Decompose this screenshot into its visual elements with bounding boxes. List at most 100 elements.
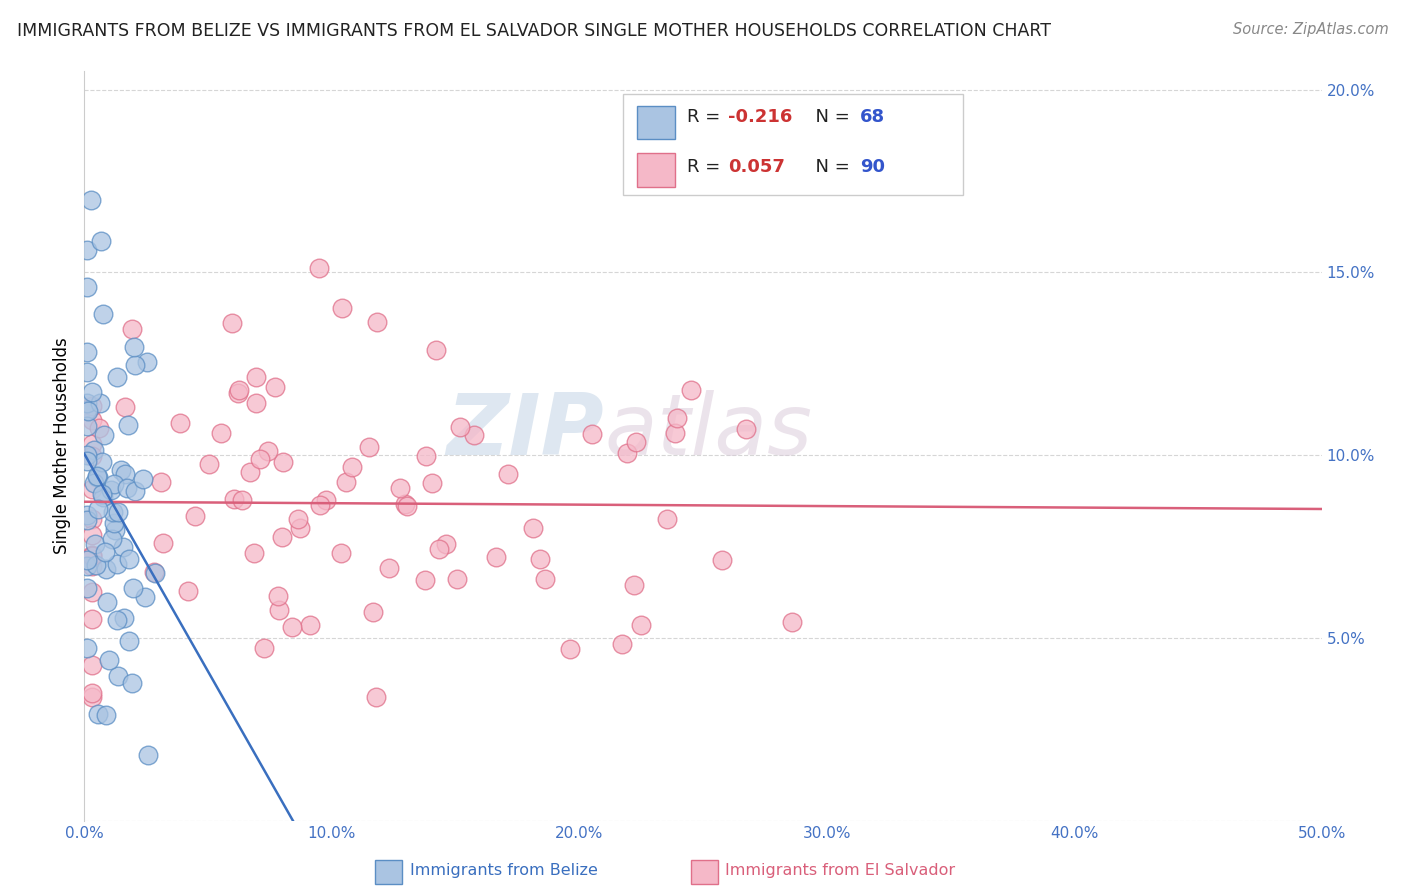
Point	[97, 653, 120, 667]
Point	[76, 279, 98, 293]
Point	[118, 633, 141, 648]
Point	[107, 668, 129, 682]
Point	[77, 404, 100, 418]
Point	[94, 562, 117, 576]
Point	[243, 546, 266, 560]
Point	[86, 502, 108, 516]
Point	[135, 355, 157, 369]
Point	[76, 243, 98, 257]
Point	[413, 573, 436, 587]
Point	[287, 512, 309, 526]
Text: -0.216: -0.216	[728, 108, 792, 126]
Point	[226, 386, 249, 401]
Point	[136, 747, 159, 762]
Point	[273, 455, 295, 469]
Point	[655, 512, 678, 526]
Point	[80, 399, 103, 413]
Point	[86, 470, 108, 484]
Point	[86, 468, 108, 483]
Point	[330, 301, 353, 316]
Point	[90, 455, 112, 469]
Point	[249, 451, 271, 466]
Point	[91, 307, 114, 321]
Point	[389, 481, 412, 495]
Point	[329, 546, 352, 560]
Point	[86, 470, 108, 484]
Point	[117, 417, 139, 432]
Point	[80, 193, 103, 207]
Point	[80, 413, 103, 427]
Point	[624, 434, 647, 449]
Point	[122, 582, 145, 596]
Point	[76, 558, 98, 573]
Point	[427, 541, 450, 556]
Point	[114, 467, 136, 481]
Point	[434, 537, 457, 551]
Point	[114, 400, 136, 414]
Point	[263, 379, 285, 393]
Point	[735, 422, 758, 436]
Point	[80, 528, 103, 542]
Point	[267, 602, 290, 616]
Point	[142, 566, 165, 580]
Point	[80, 657, 103, 672]
Point	[623, 578, 645, 592]
Point	[257, 443, 280, 458]
Point	[111, 540, 134, 554]
Point	[87, 420, 110, 434]
Text: R =: R =	[688, 108, 725, 126]
Point	[664, 426, 686, 441]
Point	[221, 316, 243, 330]
Point	[80, 436, 103, 450]
Point	[359, 440, 381, 454]
Point	[496, 467, 519, 482]
Point	[80, 549, 103, 564]
Point	[80, 512, 103, 526]
Point	[449, 420, 471, 434]
Point	[86, 707, 108, 722]
Text: ZIP: ZIP	[446, 390, 605, 473]
Point	[335, 475, 357, 490]
Point	[315, 493, 337, 508]
Point	[105, 369, 128, 384]
Point	[96, 595, 118, 609]
Point	[270, 530, 292, 544]
Text: Immigrants from El Salvador: Immigrants from El Salvador	[725, 863, 956, 879]
Point	[76, 418, 98, 433]
Point	[76, 403, 98, 417]
Point	[76, 454, 98, 468]
Text: 90: 90	[860, 158, 886, 177]
Point	[560, 642, 582, 657]
Point	[124, 484, 146, 499]
Point	[80, 690, 103, 704]
Point	[361, 605, 384, 619]
Text: R =: R =	[688, 158, 725, 177]
Point	[121, 675, 143, 690]
Point	[280, 620, 302, 634]
Point	[231, 492, 253, 507]
Point	[610, 637, 633, 651]
Point	[76, 396, 98, 410]
Point	[90, 234, 112, 248]
Point	[89, 396, 111, 410]
Point	[76, 641, 98, 656]
FancyBboxPatch shape	[690, 860, 718, 884]
Point	[245, 370, 267, 384]
Point	[93, 545, 115, 559]
Point	[224, 492, 246, 507]
Point	[780, 615, 803, 630]
Point	[239, 465, 262, 479]
Point	[267, 589, 290, 603]
Point	[288, 521, 311, 535]
Point	[80, 558, 103, 573]
Point	[425, 343, 447, 357]
Point	[80, 482, 103, 496]
Point	[84, 558, 107, 573]
Point	[80, 449, 103, 463]
Point	[83, 476, 105, 491]
Point	[340, 460, 363, 475]
Point	[82, 384, 104, 399]
FancyBboxPatch shape	[623, 94, 963, 195]
Point	[76, 365, 98, 379]
Point	[122, 340, 145, 354]
